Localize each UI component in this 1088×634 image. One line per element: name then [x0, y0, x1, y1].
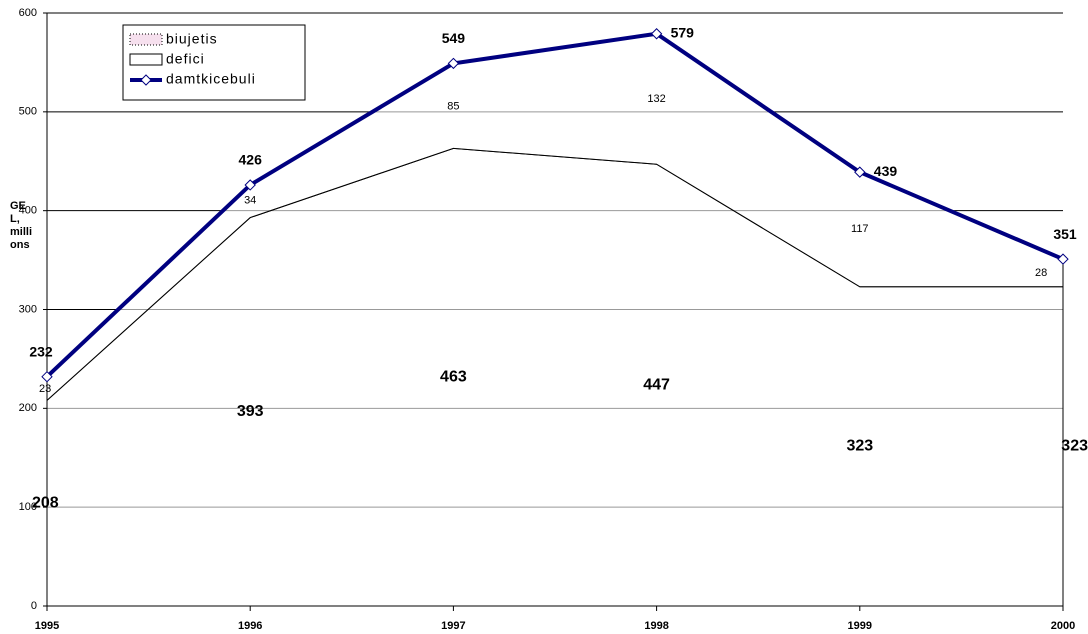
- data-label: 426: [239, 152, 263, 168]
- data-label: 463: [440, 368, 467, 385]
- y-tick-label: 400: [19, 205, 37, 217]
- legend-swatch: [129, 33, 163, 46]
- marker: [447, 57, 460, 70]
- y-tick-label: 500: [19, 106, 37, 118]
- x-tick-label: 1999: [848, 620, 872, 632]
- data-label: 23: [39, 383, 51, 395]
- y-tick-label: 300: [19, 303, 37, 315]
- y-axis-label: GEL, millions: [10, 200, 33, 251]
- x-tick-label: 1996: [238, 620, 262, 632]
- legend-label: defici: [166, 51, 205, 67]
- line: [45, 31, 1064, 379]
- data-label: 549: [442, 30, 466, 46]
- legend-swatch: [140, 74, 152, 86]
- data-label: 232: [29, 343, 53, 359]
- data-label: 34: [244, 195, 256, 207]
- y-tick-label: 0: [31, 600, 37, 612]
- x-tick-label: 1995: [35, 620, 59, 632]
- legend: biujetis defici damtkicebuli: [122, 24, 306, 101]
- data-label: 28: [1035, 267, 1047, 279]
- legend-label: damtkicebuli: [166, 71, 256, 87]
- data-label: 393: [237, 403, 264, 420]
- x-tick-label: 1997: [441, 620, 465, 632]
- data-label: 447: [643, 376, 670, 393]
- marker: [650, 28, 663, 40]
- legend-swatch: [129, 53, 163, 66]
- x-tick-label: 1998: [644, 620, 668, 632]
- marker: [854, 166, 866, 178]
- data-label: 439: [874, 163, 898, 179]
- legend-label: biujetis: [166, 31, 218, 47]
- data-label: 323: [1061, 438, 1088, 455]
- data-label: 117: [851, 223, 869, 235]
- y-tick-label: 200: [19, 402, 37, 414]
- y-tick-label: 600: [19, 7, 37, 19]
- data-label: 208: [32, 494, 59, 511]
- data-label: 579: [671, 24, 695, 40]
- y-tick-label: 100: [19, 501, 37, 513]
- data-label: 351: [1053, 226, 1077, 242]
- marker: [244, 179, 256, 191]
- data-label: 85: [447, 100, 459, 112]
- marker: [1057, 253, 1069, 265]
- marker: [41, 370, 53, 383]
- x-tick-label: 2000: [1051, 620, 1075, 632]
- data-label: 132: [647, 93, 665, 105]
- data-label: 323: [846, 438, 873, 455]
